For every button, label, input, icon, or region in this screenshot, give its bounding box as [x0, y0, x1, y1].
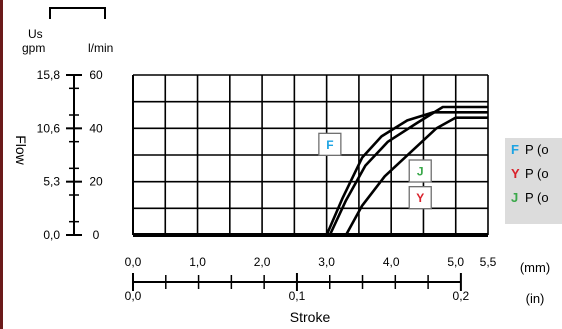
x-unit-in: (in)	[526, 291, 545, 306]
x-tick-label-mm: 5,0	[447, 255, 464, 269]
legend-key-f: F	[511, 142, 519, 157]
y-axis-title: Flow	[13, 135, 29, 165]
left-border-strip	[0, 0, 3, 329]
callout-label-j: J	[417, 165, 424, 179]
y-tick-label-gpm: 15,8	[37, 68, 61, 82]
x-tick-label-mm: 0,0	[125, 255, 142, 269]
legend-entry-f: F P (o	[511, 142, 549, 157]
y-unit-us: Us	[28, 27, 43, 41]
legend-text-j: P (o	[525, 190, 549, 205]
legend-key-y: Y	[511, 166, 520, 181]
legend-entry-j: J P (o	[511, 190, 549, 205]
series-line-y	[328, 105, 488, 236]
callout-box-y	[408, 186, 432, 210]
y-tick-label-gpm: 10,6	[37, 121, 61, 135]
x-tick-label-in: 0,1	[289, 289, 306, 303]
legend-entry-y: Y P (o	[511, 166, 549, 181]
x-tick-label-mm: 5,5	[480, 255, 497, 269]
legend-text-y: P (o	[525, 166, 549, 181]
callout-box-f	[318, 132, 342, 156]
x-tick-label-in: 0,2	[453, 289, 470, 303]
legend-key-j: J	[511, 190, 519, 205]
x-tick-label-in: 0,0	[125, 289, 142, 303]
x-unit-mm: (mm)	[520, 260, 550, 275]
series-callouts: F JY	[318, 132, 432, 210]
grid	[132, 74, 489, 236]
y-tick-label-lmin: 40	[89, 121, 103, 135]
x-tick-label-mm: 2,0	[254, 255, 271, 269]
unit-bracket	[49, 7, 106, 19]
legend: F P (o Y P (o J P (o	[505, 138, 562, 224]
callout-label-f: F	[326, 138, 333, 152]
x-axis-title: Stroke	[290, 309, 331, 325]
y-tick-label-lmin: 60	[89, 68, 103, 82]
x-tick-label-mm: 3,0	[318, 255, 335, 269]
axes	[49, 7, 462, 291]
legend-text-f: P (o	[525, 142, 549, 157]
y-tick-label-gpm: 5,3	[43, 175, 60, 189]
series-line-j	[344, 116, 488, 236]
plot-frame	[132, 75, 488, 237]
callout-box-j	[408, 159, 432, 183]
y-unit-lmin: l/min	[88, 41, 113, 55]
x-tick-label-mm: 1,0	[189, 255, 206, 269]
x-tick-label-mm: 4,0	[383, 255, 400, 269]
callout-label-y: Y	[416, 191, 424, 205]
y-unit-gpm: gpm	[22, 41, 45, 55]
y-tick-label-gpm: 0,0	[43, 228, 60, 242]
y-tick-label-lmin: 20	[89, 175, 103, 189]
y-tick-label-lmin: 0	[93, 228, 100, 242]
series-lines	[325, 105, 488, 236]
